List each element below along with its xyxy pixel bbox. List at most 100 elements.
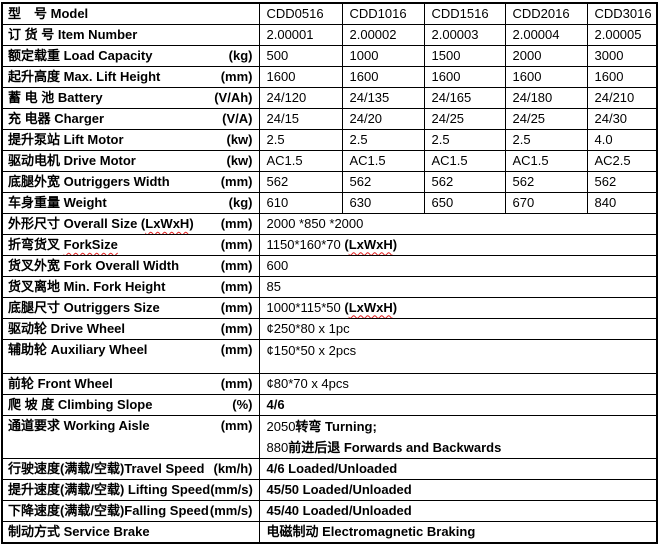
row-unit: (mm)	[220, 417, 253, 433]
row-unit: (mm)	[220, 279, 253, 294]
row-label: 起升高度 Max. Lift Height	[8, 69, 160, 84]
value-cell: CDD0516	[258, 2, 343, 25]
merged-value-cell: 45/40 Loaded/Unloaded	[258, 499, 658, 522]
text-segment: 45/50 Loaded/Unloaded	[266, 481, 412, 497]
text-segment: 提升泵站 Lift Motor	[8, 132, 124, 147]
row-label-cell: 下降速度(满载/空载)Falling Speed (mm/s)	[1, 499, 260, 522]
table-row: 驱动电机 Drive Motor (kw) AC1.5 AC1.5 AC1.5 AC1.5…	[1, 149, 658, 172]
value-cell: 2.00003	[423, 23, 506, 46]
row-unit: (mm/s)	[210, 482, 253, 497]
text-segment: 行驶速度(满载/空载)Travel Speed	[8, 461, 205, 476]
merged-value-cell: ¢150*50 x 2pcs	[258, 338, 658, 374]
table-row: 提升泵站 Lift Motor (kw) 2.5 2.5 2.5 2.5 4.0	[1, 128, 658, 151]
row-label-wrap: 提升泵站 Lift Motor (kw)	[3, 132, 258, 147]
value-cell: 24/30	[586, 107, 658, 130]
text-segment: 前进后退 Forwards and Backwards	[288, 439, 502, 455]
row-label: 下降速度(满载/空载)Falling Speed	[8, 503, 209, 518]
row-label-cell: 行驶速度(满载/空载)Travel Speed (km/h)	[1, 457, 260, 480]
merged-value-cell: 4/6 Loaded/Unloaded	[258, 457, 658, 480]
row-label-cell: 辅助轮 Auxiliary Wheel (mm)	[1, 338, 260, 374]
value-line: 1000*115*50 (LxWxH)	[266, 298, 654, 317]
merged-value-cell: 1000*115*50 (LxWxH)	[258, 296, 658, 319]
text-segment: 1000*115*50	[266, 299, 345, 315]
row-label-wrap: 货叉离地 Min. Fork Height (mm)	[3, 279, 258, 294]
text-segment: 额定载重 Load Capacity	[8, 48, 153, 63]
value-line: 45/40 Loaded/Unloaded	[267, 501, 654, 520]
row-label-wrap: 蓄 电 池 Battery (V/Ah)	[3, 90, 258, 105]
row-label-cell: 起升高度 Max. Lift Height (mm)	[1, 65, 260, 88]
row-label-cell: 底腿尺寸 Outriggers Size (mm)	[1, 296, 260, 319]
row-unit: (kg)	[228, 195, 253, 210]
value-line: 4/6 Loaded/Unloaded	[266, 459, 654, 478]
spec-table: 型 号 Model CDD0516 CDD1016 CDD1516 CDD2016 CDD…	[1, 2, 658, 544]
row-label-cell: 折弯货叉 ForkSize (mm)	[1, 233, 260, 256]
row-label-wrap: 通道要求 Working Aisle (mm)	[3, 416, 258, 433]
row-label: 底腿外宽 Outriggers Width	[8, 174, 170, 189]
text-segment: 2000 *850 *2000	[266, 215, 364, 231]
row-label: 前轮 Front Wheel	[8, 376, 113, 391]
row-label-cell: 充 电器 Charger (V/A)	[1, 107, 260, 130]
value-line: 880前进后退 Forwards and Backwards	[267, 437, 654, 458]
table-row: 蓄 电 池 Battery (V/Ah) 24/120 24/135 24/165 24/…	[1, 86, 658, 109]
row-label-wrap: 车身重量 Weight (kg)	[3, 195, 258, 210]
value-cell: 2.00002	[341, 23, 425, 46]
row-label: 充 电器 Charger	[8, 111, 104, 126]
row-unit: (mm/s)	[209, 503, 253, 518]
value-line: 4/6	[266, 395, 654, 414]
text-segment: 驱动轮 Drive Wheel	[8, 321, 126, 336]
value-cell: 2.5	[341, 128, 425, 151]
text-segment: 折弯货叉	[8, 237, 64, 252]
text-segment: ¢80*70 x 4pcs	[266, 375, 349, 391]
row-label: 提升速度(满载/空载) Lifting Speed	[8, 482, 210, 497]
value-cell: 2.00001	[258, 23, 343, 46]
text-segment: LxWxH	[348, 299, 393, 315]
row-label-cell: 底腿外宽 Outriggers Width (mm)	[1, 170, 260, 193]
value-cell: AC1.5	[341, 149, 425, 172]
row-unit: (%)	[232, 397, 253, 412]
row-label: 蓄 电 池 Battery	[8, 90, 103, 105]
text-segment: 85	[266, 278, 281, 294]
value-cell: 630	[341, 191, 425, 214]
text-segment: )	[392, 236, 398, 252]
table-row: 额定载重 Load Capacity (kg) 500 1000 1500 2000 300…	[1, 44, 658, 67]
row-label-cell: 提升速度(满载/空载) Lifting Speed (mm/s)	[1, 478, 260, 501]
value-line: 45/50 Loaded/Unloaded	[266, 480, 654, 499]
value-cell: 500	[258, 44, 343, 67]
table-row: 下降速度(满载/空载)Falling Speed (mm/s) 45/40 Load…	[1, 499, 658, 522]
row-label-wrap: 外形尺寸 Overall Size (LxWxH) (mm)	[3, 216, 258, 231]
row-label-cell: 爬 坡 度 Climbing Slope (%)	[1, 393, 260, 416]
text-segment: 型 号 Model	[8, 6, 89, 22]
row-unit: (mm)	[220, 321, 253, 336]
row-label-wrap: 起升高度 Max. Lift Height (mm)	[3, 69, 258, 84]
value-line: 1150*160*70 (LxWxH)	[267, 235, 654, 254]
merged-value-cell: 2000 *850 *2000	[258, 212, 658, 235]
value-cell: CDD3016	[586, 2, 658, 25]
table-row: 驱动轮 Drive Wheel (mm) ¢250*80 x 1pc	[1, 317, 658, 340]
value-cell: 1600	[586, 65, 658, 88]
value-cell: AC1.5	[423, 149, 506, 172]
table-row: 前轮 Front Wheel (mm) ¢80*70 x 4pcs	[1, 372, 658, 395]
value-cell: AC2.5	[586, 149, 658, 172]
row-label-wrap: 货叉外宽 Fork Overall Width (mm)	[3, 258, 258, 273]
value-cell: 24/120	[258, 86, 343, 109]
text-segment: 4/6 Loaded/Unloaded	[266, 460, 398, 476]
value-cell: 24/210	[586, 86, 658, 109]
row-label: 爬 坡 度 Climbing Slope	[8, 397, 152, 412]
row-label-cell: 制动方式 Service Brake	[1, 520, 260, 543]
row-unit: (mm)	[220, 69, 253, 84]
row-label: 外形尺寸 Overall Size (LxWxH)	[8, 216, 194, 231]
row-label-cell: 车身重量 Weight (kg)	[1, 191, 260, 214]
table-row: 折弯货叉 ForkSize (mm) 1150*160*70 (LxWxH)	[1, 233, 658, 256]
row-unit: (kw)	[226, 153, 253, 168]
row-label-cell: 额定载重 Load Capacity (kg)	[1, 44, 260, 67]
text-segment: 600	[266, 257, 289, 273]
value-cell: 24/15	[258, 107, 343, 130]
row-label: 通道要求 Working Aisle	[8, 418, 150, 433]
text-segment: 底腿尺寸 Outriggers Size	[8, 300, 160, 315]
text-segment: 4/6	[266, 396, 285, 412]
row-label-wrap: 额定载重 Load Capacity (kg)	[3, 48, 258, 63]
value-cell: 3000	[586, 44, 658, 67]
row-label: 行驶速度(满载/空载)Travel Speed	[8, 461, 204, 476]
merged-value-cell: 600	[258, 254, 658, 277]
value-cell: 1500	[423, 44, 506, 67]
